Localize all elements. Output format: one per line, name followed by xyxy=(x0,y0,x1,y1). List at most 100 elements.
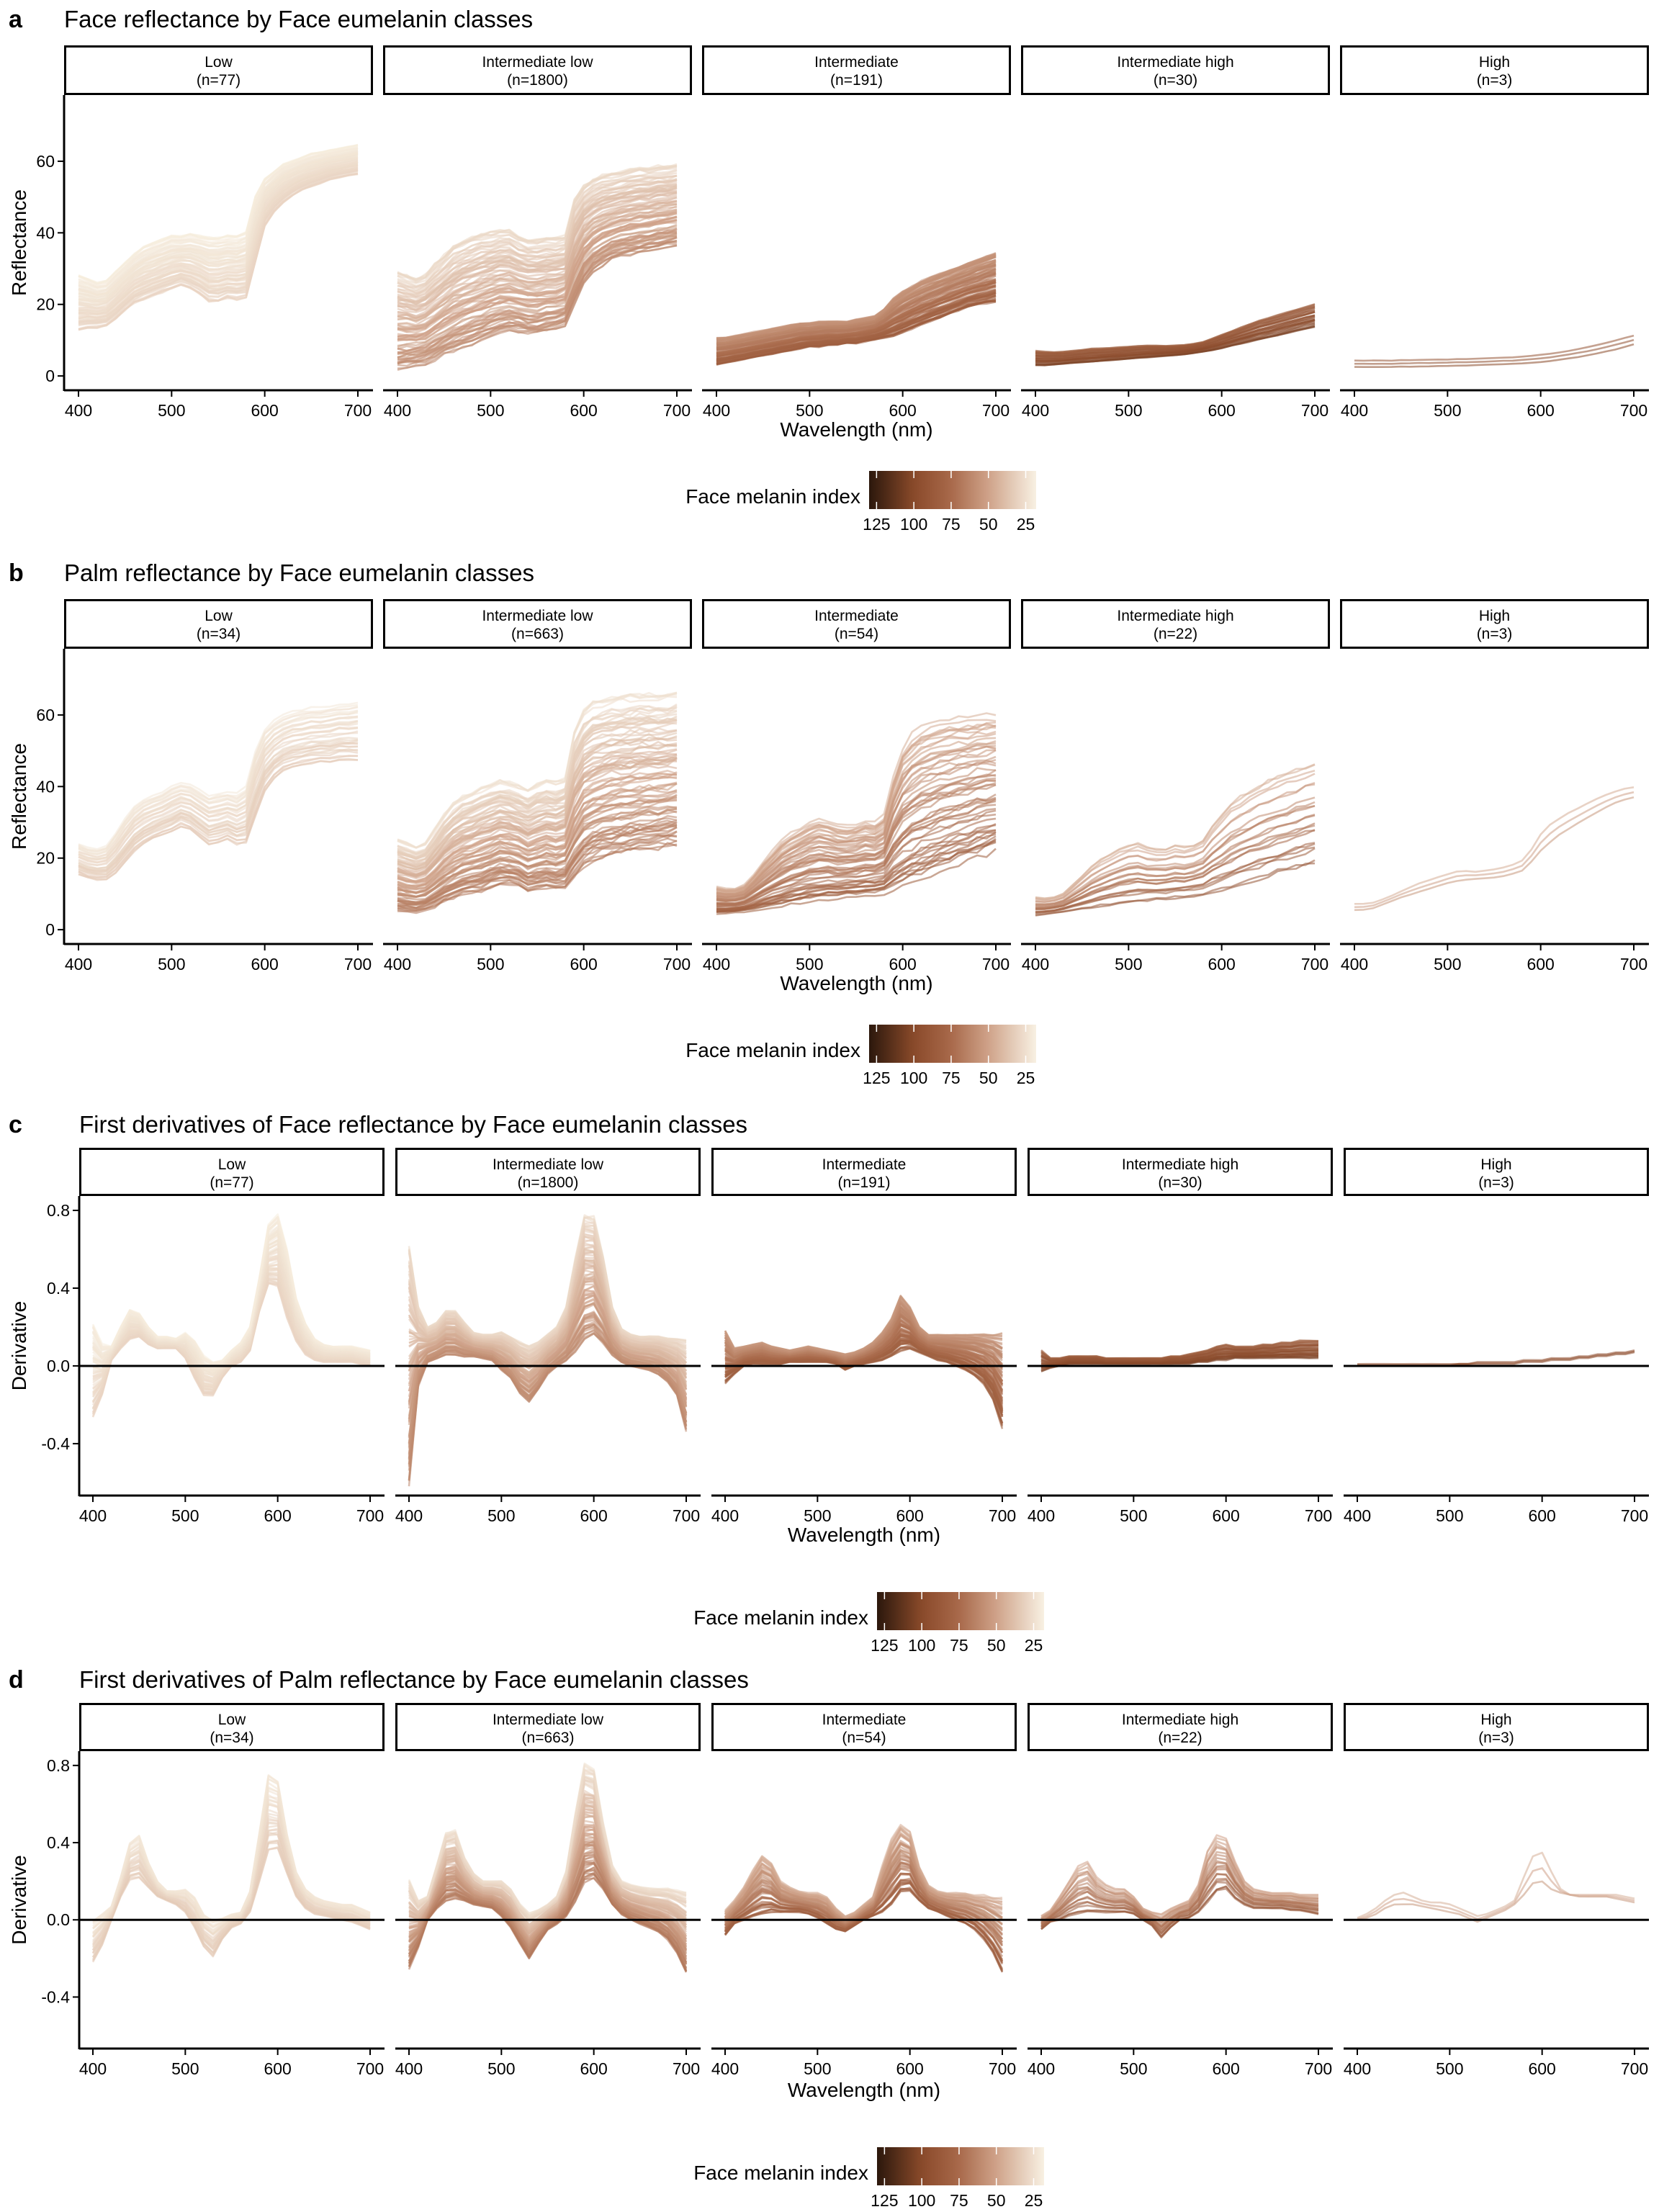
spectrum-line xyxy=(397,244,678,369)
spectrum-line xyxy=(1357,1851,1635,1919)
spectrum-line xyxy=(397,200,678,320)
spectrum-line xyxy=(1354,791,1635,909)
spectrum-line xyxy=(408,1214,687,1347)
spectrum-line xyxy=(1035,796,1316,905)
facet-strip xyxy=(395,1148,701,1196)
spectrum-line xyxy=(1040,1872,1319,1931)
colorbar-tick-label: 100 xyxy=(900,1069,927,1087)
facet-intermediate-low: Intermediate low(n=1800) 400 500 600 700 xyxy=(395,1148,701,1525)
facet-intermediate-high: Intermediate high(n=30) 400 500 600 700 xyxy=(1021,45,1330,420)
x-axis-title: Wavelength (nm) xyxy=(780,972,932,994)
facet-label: Intermediate low xyxy=(482,608,593,624)
colorbar xyxy=(869,471,1036,509)
spectrum-line xyxy=(78,737,359,870)
spectrum-line xyxy=(716,270,997,349)
x-tick-label: 600 xyxy=(570,401,597,420)
spectrum-line xyxy=(716,749,997,896)
spectrum-line xyxy=(78,709,359,854)
spectrum-line xyxy=(724,1825,1003,1918)
x-tick-label: 500 xyxy=(158,401,185,420)
colorbar-title: Face melanin index xyxy=(693,2162,868,2184)
spectrum-line xyxy=(1354,334,1635,362)
facet-count: (n=22) xyxy=(1154,626,1197,642)
facet-strip xyxy=(702,45,1011,95)
series-lines xyxy=(1357,1851,1635,1923)
colorbar-title: Face melanin index xyxy=(685,485,860,508)
spectrum-line xyxy=(91,1215,371,1364)
facet-count: (n=1800) xyxy=(518,1174,579,1191)
series-lines xyxy=(1035,763,1316,917)
colorbar-tick-label: 25 xyxy=(1017,1069,1035,1087)
x-axis: 400 500 600 700 xyxy=(1021,943,1330,974)
spectrum-line xyxy=(1040,1840,1319,1919)
x-axis: 400 500 600 700 xyxy=(1340,943,1649,974)
spectrum-line xyxy=(91,1220,371,1366)
x-tick-label: 700 xyxy=(1620,955,1647,974)
facet-strip xyxy=(395,1703,701,1751)
facet-intermediate: Intermediate (n=54) 400 500 600 700 xyxy=(702,599,1011,974)
spectrum-line xyxy=(1035,814,1316,909)
spectrum-line xyxy=(1357,1867,1635,1920)
spectrum-line xyxy=(91,1215,371,1365)
spectrum-line xyxy=(1354,786,1635,905)
facet-high: High(n=3) 400 500 600 700 xyxy=(1344,1148,1649,1525)
x-tick-label: 600 xyxy=(1212,1506,1239,1525)
x-axis: 400 500 600 700 xyxy=(395,1494,701,1525)
x-tick-label: 400 xyxy=(1341,955,1368,974)
spectrum-line xyxy=(397,693,678,849)
series-lines xyxy=(78,143,359,331)
facet-low: Low(n=77) 400 500 600 700 xyxy=(79,1148,385,1525)
facet-label: Intermediate high xyxy=(1117,54,1233,71)
y-axis: -0.4 0.0 0.4 0.8 xyxy=(41,1196,81,1496)
spectrum-line xyxy=(397,165,678,282)
spectrum-line xyxy=(91,1274,371,1406)
spectrum-line xyxy=(1357,1349,1635,1365)
y-tick-label: 0.0 xyxy=(47,1357,70,1375)
spectrum-line xyxy=(397,781,678,889)
x-axis: 400 500 600 700 xyxy=(702,389,1011,420)
facet-count: (n=54) xyxy=(835,626,878,642)
y-tick-label: 60 xyxy=(36,152,55,171)
colorbar-tick-label: 50 xyxy=(987,1636,1006,1655)
x-tick-label: 600 xyxy=(889,401,916,420)
x-tick-label: 400 xyxy=(711,2059,739,2078)
x-tick-label: 600 xyxy=(1528,1506,1555,1525)
colorbar-legend: 125 100 75 50 25 Face melanin index xyxy=(685,1025,1036,1087)
colorbar-tick-label: 125 xyxy=(871,2191,898,2210)
colorbar-tick-label: 50 xyxy=(987,2191,1006,2210)
spectrum-line xyxy=(78,701,359,850)
y-tick-label: 0 xyxy=(45,920,55,939)
facet-label: High xyxy=(1480,1156,1511,1173)
facet-low: Low(n=77) 400 500 600 700 xyxy=(64,45,373,420)
x-axis: 400 500 600 700 xyxy=(383,943,692,974)
facet-strip xyxy=(1340,599,1649,649)
facet-label: Intermediate high xyxy=(1117,608,1233,624)
spectrum-line xyxy=(1035,859,1316,916)
x-tick-label: 400 xyxy=(711,1506,739,1525)
spectrum-line xyxy=(716,712,997,890)
spectrum-line xyxy=(397,196,678,318)
series-lines xyxy=(1354,786,1635,912)
spectrum-line xyxy=(1035,801,1316,906)
x-tick-label: 700 xyxy=(1305,2059,1332,2078)
spectrum-line xyxy=(78,716,359,858)
facet-count: (n=30) xyxy=(1154,72,1197,89)
spectrum-line xyxy=(91,1217,371,1364)
x-tick-label: 700 xyxy=(989,2059,1016,2078)
spectrum-line xyxy=(78,755,359,879)
spectrum-line xyxy=(91,1276,371,1409)
series-lines xyxy=(1035,303,1316,367)
facet-label: High xyxy=(1479,54,1510,71)
facet-label: Intermediate high xyxy=(1122,1156,1238,1173)
spectrum-line xyxy=(408,1256,688,1372)
x-tick-label: 700 xyxy=(982,955,1010,974)
facet-strip xyxy=(64,599,373,649)
x-axis: 400 500 600 700 xyxy=(1340,389,1649,420)
spectrum-line xyxy=(397,837,678,910)
spectrum-line xyxy=(408,1290,688,1398)
y-tick-label: 0.8 xyxy=(47,1756,70,1775)
spectrum-line xyxy=(716,848,997,915)
panel-letter: d xyxy=(9,1666,24,1694)
facet-strip xyxy=(711,1148,1017,1196)
facet-count: (n=3) xyxy=(1477,626,1513,642)
